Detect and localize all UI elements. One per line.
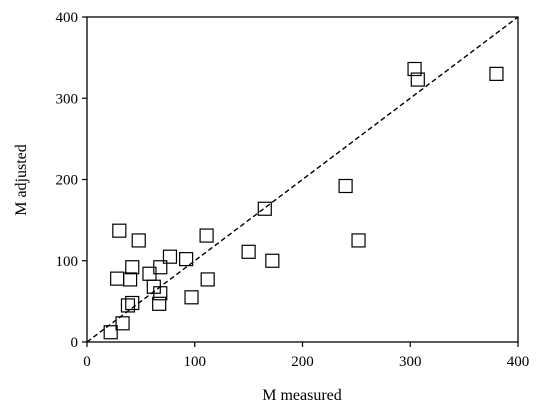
data-point — [407, 61, 422, 77]
y-tick-label: 400 — [56, 10, 79, 26]
data-point — [338, 178, 353, 194]
data-point — [120, 298, 136, 313]
data-point — [265, 253, 280, 268]
data-point — [125, 295, 140, 311]
data-point — [152, 296, 167, 311]
data-point — [184, 290, 199, 305]
data-point — [110, 271, 125, 286]
y-tick-label: 100 — [56, 254, 79, 270]
y-tick-label: 300 — [56, 91, 79, 107]
x-axis-ticks: 0 100 200 300 400 — [83, 342, 529, 370]
data-point — [351, 233, 366, 248]
x-tick-label: 400 — [507, 354, 530, 370]
y-axis-title: M adjusted — [13, 144, 30, 216]
x-tick-label: 300 — [399, 354, 422, 370]
data-point — [112, 223, 127, 238]
data-point — [153, 286, 168, 301]
data-point — [153, 260, 168, 275]
data-point — [241, 244, 256, 259]
x-axis-title: M measured — [262, 387, 342, 404]
x-tick-label: 0 — [83, 354, 91, 370]
data-point — [257, 201, 272, 216]
identity-reference-line — [86, 16, 519, 343]
data-point — [179, 252, 194, 267]
data-point — [103, 325, 118, 340]
y-tick-label: 200 — [56, 173, 79, 189]
y-tick-label: 0 — [71, 335, 79, 351]
data-points — [103, 61, 504, 340]
data-point — [131, 233, 146, 248]
data-point — [125, 260, 140, 275]
data-point — [115, 316, 130, 331]
y-axis-ticks: 0 100 200 300 400 — [56, 10, 87, 351]
x-tick-label: 200 — [291, 354, 314, 370]
x-tick-label: 100 — [184, 354, 207, 370]
data-point — [489, 66, 504, 81]
data-point — [199, 228, 214, 243]
data-point — [410, 72, 425, 87]
data-point — [200, 272, 215, 287]
data-point — [162, 249, 178, 264]
data-point — [122, 272, 138, 287]
